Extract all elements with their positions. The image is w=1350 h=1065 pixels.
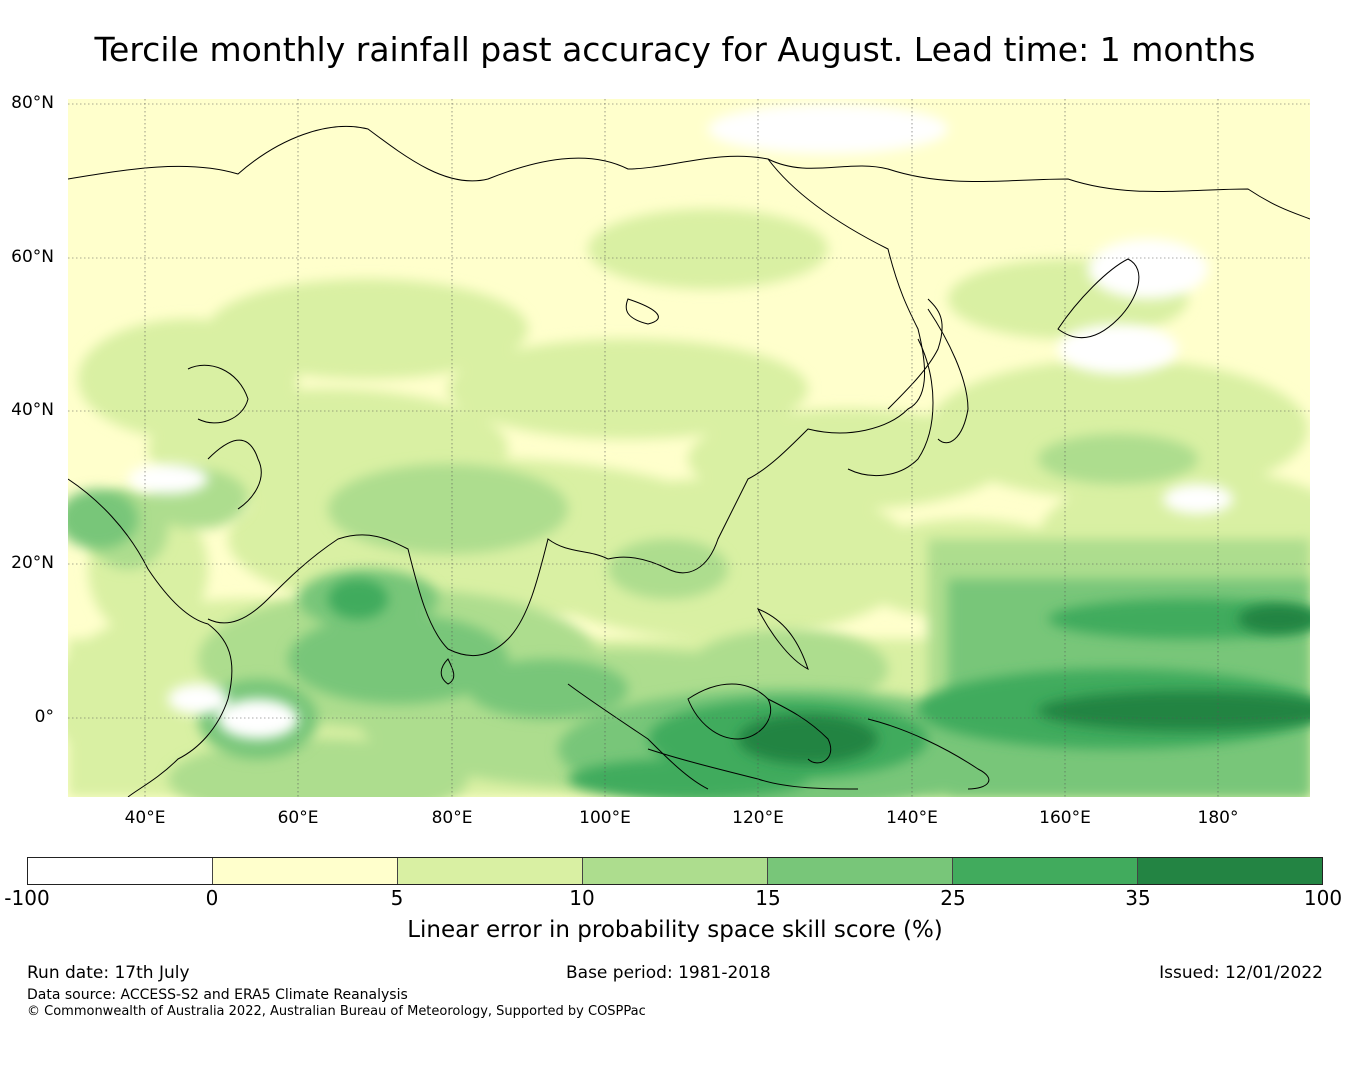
lat-label-0: 0° — [34, 707, 54, 727]
colorbar-segment — [398, 858, 583, 884]
lon-label-80e: 80°E — [431, 808, 473, 828]
colorbar-tick: 35 — [1125, 886, 1151, 910]
lon-label-100e: 100°E — [579, 808, 631, 828]
data-source: Data source: ACCESS-S2 and ERA5 Climate … — [27, 987, 408, 1003]
colorbar-tick: 0 — [205, 886, 219, 910]
skill-map — [68, 99, 1310, 797]
lat-label-60n: 60°N — [11, 247, 54, 267]
colorbar-tick: 25 — [940, 886, 966, 910]
lon-label-140e: 140°E — [886, 808, 938, 828]
base-period: Base period: 1981-2018 — [566, 963, 771, 983]
lon-label-160e: 160°E — [1039, 808, 1091, 828]
skill-band-35-100 — [738, 604, 1310, 764]
lon-label-40e: 40°E — [124, 808, 166, 828]
lon-label-180: 180° — [1197, 808, 1239, 828]
lon-label-120e: 120°E — [732, 808, 784, 828]
skill-band-below-0 — [128, 104, 1233, 739]
colorbar-tick: 5 — [390, 886, 404, 910]
run-date: Run date: 17th July — [27, 963, 190, 983]
copyright: © Commonwealth of Australia 2022, Austra… — [27, 1004, 646, 1019]
colorbar-tick: -100 — [4, 886, 50, 910]
colorbar-label: Linear error in probability space skill … — [407, 917, 943, 943]
colorbar-tick: 10 — [569, 886, 595, 910]
lon-label-60e: 60°E — [277, 808, 319, 828]
issued-date: Issued: 12/01/2022 — [1159, 963, 1323, 983]
colorbar-segment — [583, 858, 768, 884]
colorbar-segment — [213, 858, 398, 884]
lat-label-80n: 80°N — [11, 93, 54, 113]
colorbar-segment — [28, 858, 213, 884]
lat-label-20n: 20°N — [11, 553, 54, 573]
skill-map-svg — [68, 99, 1310, 797]
colorbar-segment — [1138, 858, 1322, 884]
map-title: Tercile monthly rainfall past accuracy f… — [94, 30, 1256, 69]
colorbar — [27, 857, 1323, 885]
colorbar-segment — [768, 858, 953, 884]
colorbar-segment — [953, 858, 1138, 884]
colorbar-tick: 100 — [1303, 886, 1343, 910]
graticule — [68, 99, 1310, 797]
colorbar-tick: 15 — [755, 886, 781, 910]
lat-label-40n: 40°N — [11, 400, 54, 420]
